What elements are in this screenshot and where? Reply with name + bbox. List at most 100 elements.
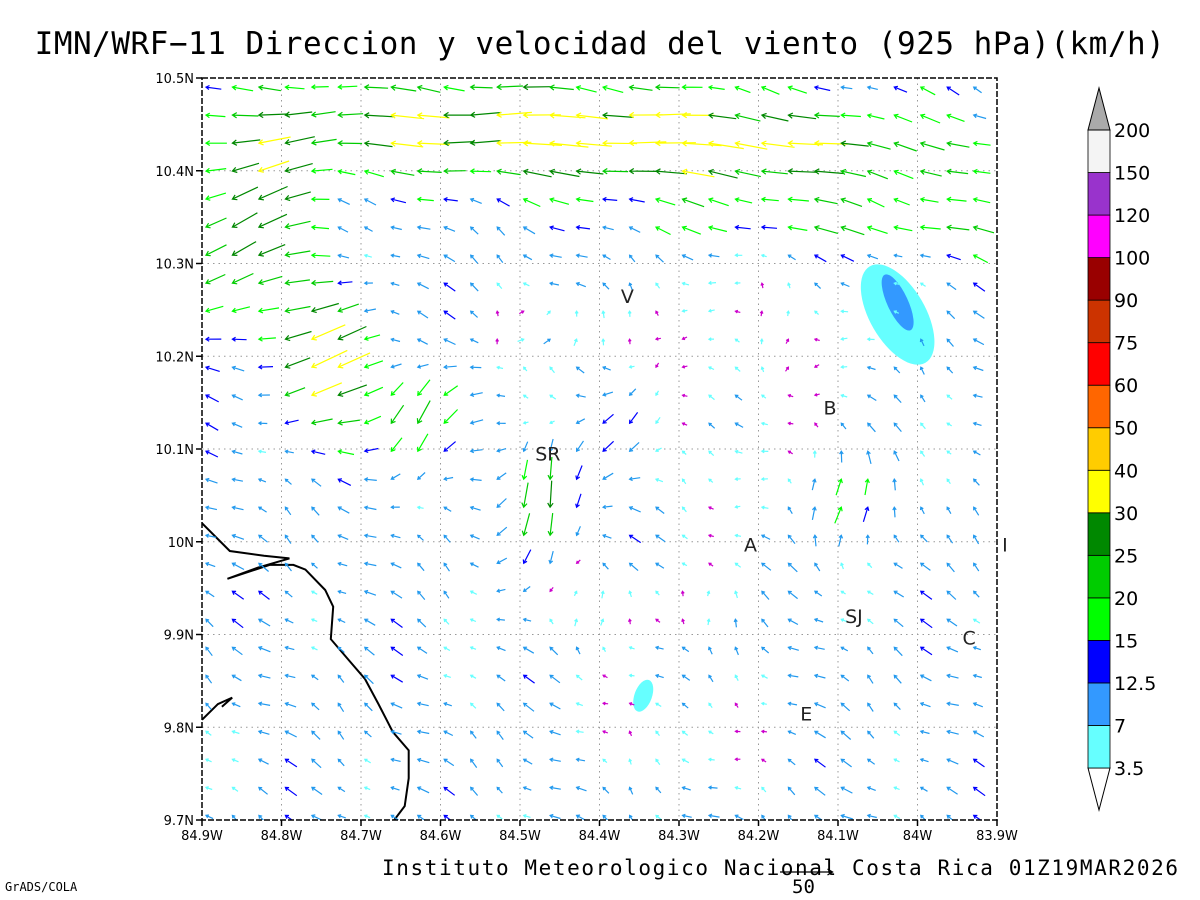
- wind-vector: [866, 813, 877, 819]
- wind-vector: [840, 254, 855, 262]
- wind-vector: [522, 254, 533, 261]
- wind-vector: [893, 253, 903, 258]
- wind-vector: [628, 282, 633, 291]
- wind-vector: [602, 440, 615, 452]
- wind-vector: [496, 702, 505, 712]
- wind-vector: [919, 366, 925, 375]
- wind-vector: [390, 505, 400, 510]
- wind-vector: [469, 365, 482, 370]
- wind-vector: [231, 422, 243, 428]
- wind-vector: [814, 786, 826, 796]
- wind-vector: [470, 730, 477, 739]
- wind-vectors: [204, 83, 995, 820]
- wind-vector: [417, 433, 429, 453]
- wind-vector: [681, 478, 687, 485]
- wind-vector: [734, 702, 739, 708]
- wind-vector: [760, 282, 765, 289]
- wind-vector: [522, 730, 534, 739]
- wind-vector: [946, 422, 953, 427]
- wind-vector: [549, 702, 561, 710]
- wind-vector: [893, 338, 899, 344]
- wind-vector: [787, 534, 796, 544]
- wind-vector: [602, 254, 611, 261]
- wind-vector: [892, 506, 897, 518]
- wind-vector: [834, 506, 843, 524]
- wind-vector: [416, 363, 429, 369]
- wind-vector: [310, 224, 330, 231]
- wind-vector: [390, 786, 400, 791]
- wind-vector: [496, 168, 521, 176]
- wind-vector: [655, 282, 661, 289]
- wind-vector: [893, 310, 900, 314]
- wind-vector: [972, 168, 991, 175]
- wind-vector: [390, 168, 415, 176]
- wind-vector: [707, 112, 737, 120]
- wind-vector: [363, 198, 377, 206]
- wind-vector: [946, 786, 958, 795]
- wind-vector: [390, 562, 402, 569]
- wind-vector: [813, 392, 820, 397]
- wind-vector: [787, 282, 791, 289]
- wind-vector: [919, 758, 929, 763]
- wind-vector: [893, 786, 900, 791]
- wind-vector: [893, 141, 917, 152]
- wind-vector: [549, 587, 554, 593]
- wind-vector: [787, 814, 793, 820]
- wind-vector: [311, 758, 322, 769]
- wind-vector: [760, 674, 768, 679]
- wind-vector: [946, 450, 952, 455]
- wind-vector: [919, 224, 941, 231]
- wind-vector: [734, 449, 743, 454]
- wind-vector: [840, 758, 852, 768]
- wind-vector: [628, 506, 641, 513]
- speed-shade-blob: [881, 274, 914, 331]
- city-label: E: [800, 703, 812, 725]
- wind-vector: [972, 393, 983, 398]
- wind-vector: [866, 253, 879, 260]
- wind-vector: [972, 534, 980, 545]
- wind-vector: [972, 478, 980, 486]
- wind-vector: [257, 84, 281, 92]
- wind-vector: [865, 534, 870, 545]
- wind-vector: [707, 308, 715, 313]
- x-tick-label: 84.1W: [817, 829, 859, 844]
- wind-vector: [893, 169, 914, 180]
- wind-vector: [231, 394, 243, 401]
- wind-vector: [919, 702, 931, 708]
- wind-vector: [231, 139, 261, 146]
- wind-vector: [548, 253, 562, 258]
- wind-vector: [787, 701, 798, 706]
- coastline: [202, 522, 410, 820]
- wind-vector: [469, 674, 477, 679]
- wind-vector: [417, 562, 425, 572]
- wind-vector: [469, 111, 502, 118]
- wind-vector: [363, 360, 384, 369]
- wind-vector: [655, 702, 662, 708]
- wind-vector: [707, 168, 738, 179]
- wind-vector: [654, 168, 688, 175]
- wind-vector: [547, 456, 554, 481]
- wind-vector: [363, 786, 371, 791]
- wind-vector: [813, 364, 820, 368]
- wind-vector: [919, 478, 925, 486]
- wind-vector: [575, 418, 586, 425]
- wind-vector: [204, 786, 213, 791]
- wind-vector: [707, 785, 718, 790]
- wind-vector: [575, 168, 604, 175]
- wind-vector: [549, 646, 559, 656]
- wind-vector: [866, 281, 875, 286]
- wind-vector: [337, 814, 346, 819]
- wind-vector: [390, 337, 401, 343]
- wind-vector: [760, 729, 767, 734]
- wind-vector: [416, 505, 424, 510]
- wind-vector: [549, 394, 557, 400]
- wind-vector: [257, 111, 289, 119]
- wind-vector: [759, 310, 764, 317]
- lat-lon-grid: [202, 78, 997, 820]
- wind-vector: [469, 310, 479, 318]
- wind-vector: [416, 472, 426, 480]
- wind-vector: [416, 225, 431, 230]
- wind-vector: [284, 136, 315, 146]
- wind-vector: [707, 140, 744, 150]
- wind-vector: [310, 418, 333, 426]
